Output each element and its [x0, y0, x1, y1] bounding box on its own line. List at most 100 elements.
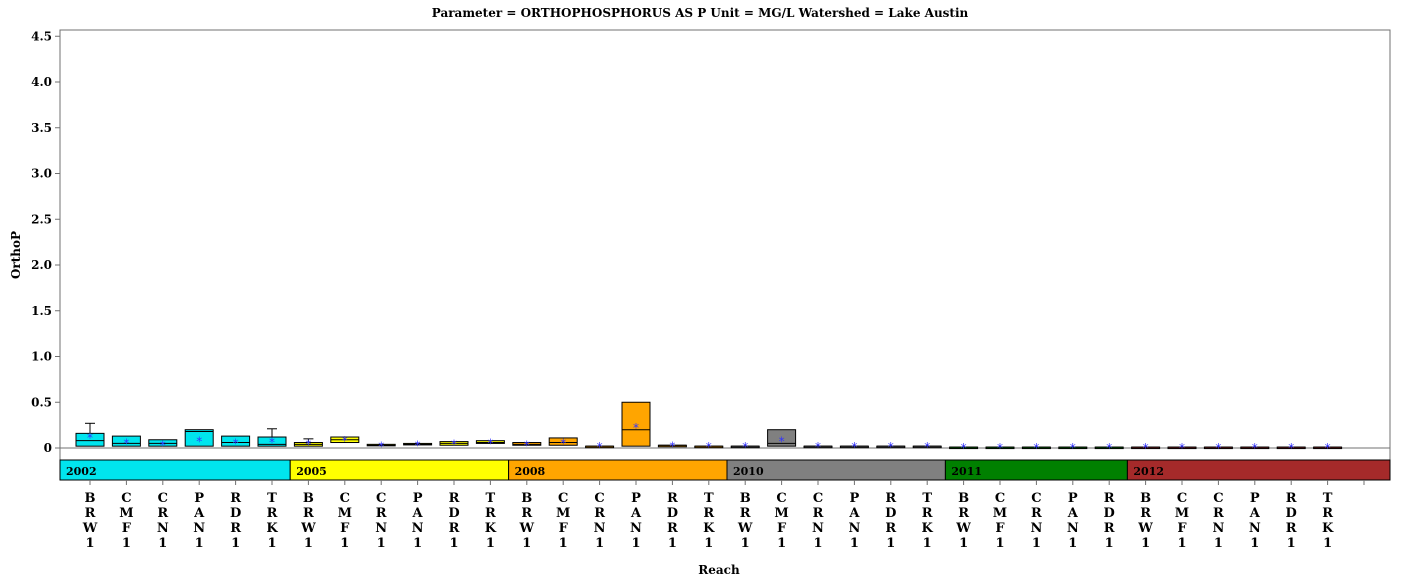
- x-tick-char: K: [266, 521, 278, 536]
- x-tick-char: 1: [486, 536, 495, 551]
- x-tick-char: A: [1067, 506, 1079, 521]
- box-series: * * * * * * * * * * * * * * * * * * * * * * * * * * * * * * * * * * *: [75, 401, 1343, 455]
- x-tick-char: T: [486, 491, 496, 506]
- x-tick-char: R: [485, 506, 496, 521]
- x-tick-char: R: [1322, 506, 1333, 521]
- box: [548, 437, 578, 446]
- x-tick-char: B: [958, 491, 969, 506]
- x-tick-char: 1: [741, 536, 750, 551]
- y-tick-label: 4.0: [31, 75, 52, 89]
- x-tick-char: B: [85, 491, 96, 506]
- year-label: 2002: [66, 465, 97, 478]
- x-tick-char: W: [1137, 521, 1153, 536]
- mean-marker: *: [160, 438, 166, 452]
- x-tick-char: W: [518, 521, 534, 536]
- year-band: [1126, 459, 1391, 481]
- x-tick-char: K: [1322, 521, 1334, 536]
- mean-marker: *: [961, 441, 967, 455]
- x-tick-char: F: [559, 521, 569, 536]
- x-tick-char: C: [376, 491, 386, 506]
- mean-marker: *: [1252, 441, 1258, 455]
- x-tick-char: 1: [340, 536, 349, 551]
- x-tick-char: 1: [158, 536, 167, 551]
- x-tick-char: F: [1177, 521, 1187, 536]
- x-tick-char: M: [119, 506, 133, 521]
- x-tick-char: F: [777, 521, 787, 536]
- x-tick-char: R: [230, 521, 241, 536]
- x-tick-char: B: [740, 491, 751, 506]
- x-tick-char: 1: [122, 536, 131, 551]
- x-tick-char: N: [157, 521, 169, 536]
- x-tick-char: D: [885, 506, 896, 521]
- mean-marker: *: [815, 440, 821, 454]
- x-tick-char: R: [1286, 521, 1297, 536]
- mean-marker: *: [1070, 441, 1076, 455]
- x-tick-char: B: [521, 491, 532, 506]
- x-tick-char: R: [667, 491, 678, 506]
- y-tick-label: 3.5: [31, 121, 52, 135]
- mean-marker: *: [1106, 441, 1112, 455]
- x-tick-char: 1: [377, 536, 386, 551]
- x-tick-char: R: [376, 506, 387, 521]
- mean-marker: *: [123, 437, 129, 451]
- x-tick-char: N: [1030, 521, 1042, 536]
- x-tick-char: C: [121, 491, 131, 506]
- x-tick-char: 1: [813, 536, 822, 551]
- x-tick-char: 1: [1250, 536, 1259, 551]
- x-tick-char: D: [667, 506, 678, 521]
- x-tick-char: R: [813, 506, 824, 521]
- x-tick-char: P: [850, 491, 860, 506]
- x-tick-char: 1: [522, 536, 531, 551]
- y-tick-label: 0.5: [31, 395, 52, 409]
- year-label: 2011: [951, 465, 982, 478]
- mean-marker: *: [597, 440, 603, 454]
- x-tick-char: 1: [195, 536, 204, 551]
- mean-marker: *: [706, 440, 712, 454]
- x-tick-char: N: [1067, 521, 1079, 536]
- mean-marker: *: [378, 439, 384, 453]
- x-axis-label: Reach: [698, 563, 740, 577]
- x-tick-char: W: [82, 521, 98, 536]
- year-label: 2012: [1133, 465, 1164, 478]
- box: [111, 435, 141, 447]
- x-tick-char: M: [993, 506, 1007, 521]
- box: [767, 429, 797, 447]
- x-tick-char: R: [449, 491, 460, 506]
- x-tick-char: R: [703, 506, 714, 521]
- mean-marker: *: [888, 440, 894, 454]
- mean-marker: *: [451, 437, 457, 451]
- mean-marker: *: [742, 440, 748, 454]
- x-tick-char: R: [740, 506, 751, 521]
- x-tick-char: R: [1286, 491, 1297, 506]
- x-tick-char: 1: [1214, 536, 1223, 551]
- box: [75, 432, 105, 447]
- x-tick-char: R: [667, 521, 678, 536]
- x-tick-char: R: [1104, 521, 1115, 536]
- y-axis: 0 0.5 1.0 1.5 2.0 2.5 3.0 3.5 4.0 4.5: [31, 29, 1390, 455]
- x-tick-char: N: [594, 521, 606, 536]
- x-tick-char: C: [776, 491, 786, 506]
- x-tick-char: R: [594, 506, 605, 521]
- x-tick-char: R: [1031, 506, 1042, 521]
- mean-marker: *: [1288, 441, 1294, 455]
- mean-marker: *: [1033, 441, 1039, 455]
- mean-marker: *: [997, 441, 1003, 455]
- box: [257, 436, 287, 447]
- x-tick-char: P: [1250, 491, 1260, 506]
